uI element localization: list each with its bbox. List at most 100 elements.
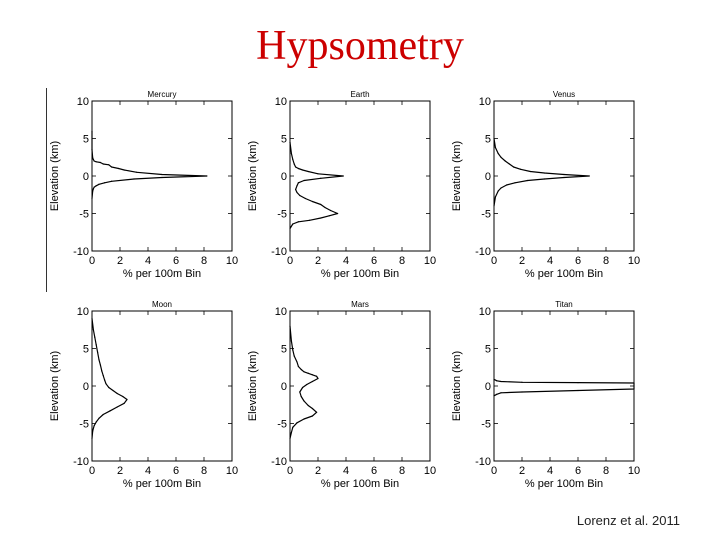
venus-ytick-label: -5 (481, 209, 491, 221)
earth-data-point (303, 179, 305, 182)
venus-data-point (529, 170, 532, 173)
moon-plot-frame (91, 310, 233, 462)
venus-data-point (506, 184, 508, 186)
moon-data-point (116, 392, 118, 395)
mercury-xtick-label: 10 (226, 255, 238, 267)
mars-data-point (306, 383, 308, 386)
moon-data-point (99, 364, 101, 366)
earth-xtick-label: 10 (424, 255, 436, 267)
mercury-data-point (93, 186, 95, 188)
earth-data-point (328, 215, 330, 217)
mercury-ytick-label: 10 (77, 96, 89, 108)
earth-title: Earth (350, 90, 369, 99)
venus-data-point (497, 190, 499, 192)
mercury-data-point (91, 149, 93, 151)
moon-data-point (93, 425, 95, 427)
mercury-data-point (92, 158, 94, 161)
mercury-xtick-label: 0 (89, 255, 95, 267)
venus-xtick-label: 2 (519, 255, 525, 267)
venus-series-line (493, 138, 590, 207)
moon-data-point (91, 437, 93, 440)
mercury-xtick-label: 2 (117, 255, 123, 267)
earth-data-point (311, 200, 313, 203)
mars-ytick-label: -5 (277, 419, 287, 431)
moon-ytick-label: -10 (73, 456, 89, 468)
titan-data-point (500, 380, 502, 383)
mercury-ylabel: Elevation (km) (49, 141, 61, 211)
mercury-data-point (91, 197, 93, 200)
moon-data-point (104, 379, 106, 381)
earth-data-point (324, 206, 326, 209)
earth-data-point (293, 163, 295, 165)
mars-data-point (296, 361, 298, 363)
left-divider-line (46, 88, 47, 292)
citation-credit: Lorenz et al. 2011 (576, 513, 680, 528)
venus-xtick-label: 4 (547, 255, 553, 267)
venus-data-point (563, 176, 565, 179)
mars-plot-frame (289, 310, 431, 462)
earth-data-point (330, 209, 332, 212)
moon-ytick-label: 0 (83, 381, 89, 393)
mercury-data-point (108, 164, 110, 166)
moon-xtick-label: 8 (201, 465, 207, 477)
earth-series-line (289, 142, 344, 229)
titan-ytick-label: 5 (485, 344, 491, 356)
mercury-data-point (92, 190, 94, 192)
mars-ytick-label: -10 (271, 456, 287, 468)
earth-data-point (320, 203, 322, 206)
moon-data-point (108, 386, 110, 389)
moon-xtick-label: 2 (117, 465, 123, 477)
venus-data-point (527, 179, 529, 182)
earth-ytick-label: 10 (275, 96, 287, 108)
mars-data-point (311, 407, 313, 410)
earth-xtick-label: 8 (399, 255, 405, 267)
earth-data-point (296, 185, 298, 187)
earth-xtick-label: 2 (315, 255, 321, 267)
venus-data-point (513, 166, 515, 168)
earth-data-point (302, 169, 304, 171)
venus-data-point (493, 205, 495, 207)
earth-xtick-label: 4 (343, 255, 349, 267)
mars-data-point (303, 418, 305, 420)
moon-data-point (91, 317, 93, 320)
earth-data-point (304, 197, 306, 200)
mercury-data-point (93, 160, 95, 162)
mars-data-point (303, 400, 305, 402)
titan-title: Titan (555, 300, 573, 309)
titan-xtick-label: 2 (519, 465, 525, 477)
titan-data-point (521, 391, 523, 393)
earth-xtick-label: 6 (371, 255, 377, 267)
venus-ytick-label: -10 (475, 246, 491, 258)
mercury-panel: Mercury 0 2 4 6 8 10 10 5 0 -5 -10 % per 100m Bin Ele… (49, 90, 238, 280)
mars-data-point (300, 395, 302, 398)
mars-data-point (289, 325, 291, 327)
mars-xtick-label: 10 (424, 465, 436, 477)
moon-data-point (123, 402, 125, 404)
mercury-ytick-label: 5 (83, 134, 89, 146)
titan-xtick-label: 0 (491, 465, 497, 477)
mars-ytick-label: 10 (275, 306, 287, 318)
earth-ylabel: Elevation (km) (247, 141, 259, 211)
venus-plot-frame (493, 100, 635, 252)
titan-xtick-label: 4 (547, 465, 553, 477)
moon-data-point (97, 351, 99, 353)
earth-ytick-label: -5 (277, 209, 287, 221)
venus-ytick-label: 10 (479, 96, 491, 108)
mars-data-point (311, 374, 313, 376)
mercury-data-point (92, 188, 94, 190)
mars-data-point (290, 431, 292, 434)
mars-xlabel: % per 100m Bin (321, 478, 399, 490)
titan-ytick-label: 0 (485, 381, 491, 393)
mercury-data-point (133, 178, 135, 180)
earth-data-point (289, 227, 291, 230)
mercury-data-point (123, 169, 125, 171)
moon-panel: Moon 0 2 4 6 8 10 10 5 0 -5 -10 % per 100m Bin Elevat… (49, 300, 238, 490)
mars-data-point (292, 426, 294, 428)
mercury-data-point (136, 171, 138, 173)
moon-ytick-label: 10 (77, 306, 89, 318)
moon-data-point (98, 417, 100, 419)
earth-ytick-label: -10 (271, 246, 287, 258)
titan-plot-frame (493, 310, 635, 462)
mars-title: Mars (351, 300, 369, 309)
moon-xtick-label: 0 (89, 465, 95, 477)
